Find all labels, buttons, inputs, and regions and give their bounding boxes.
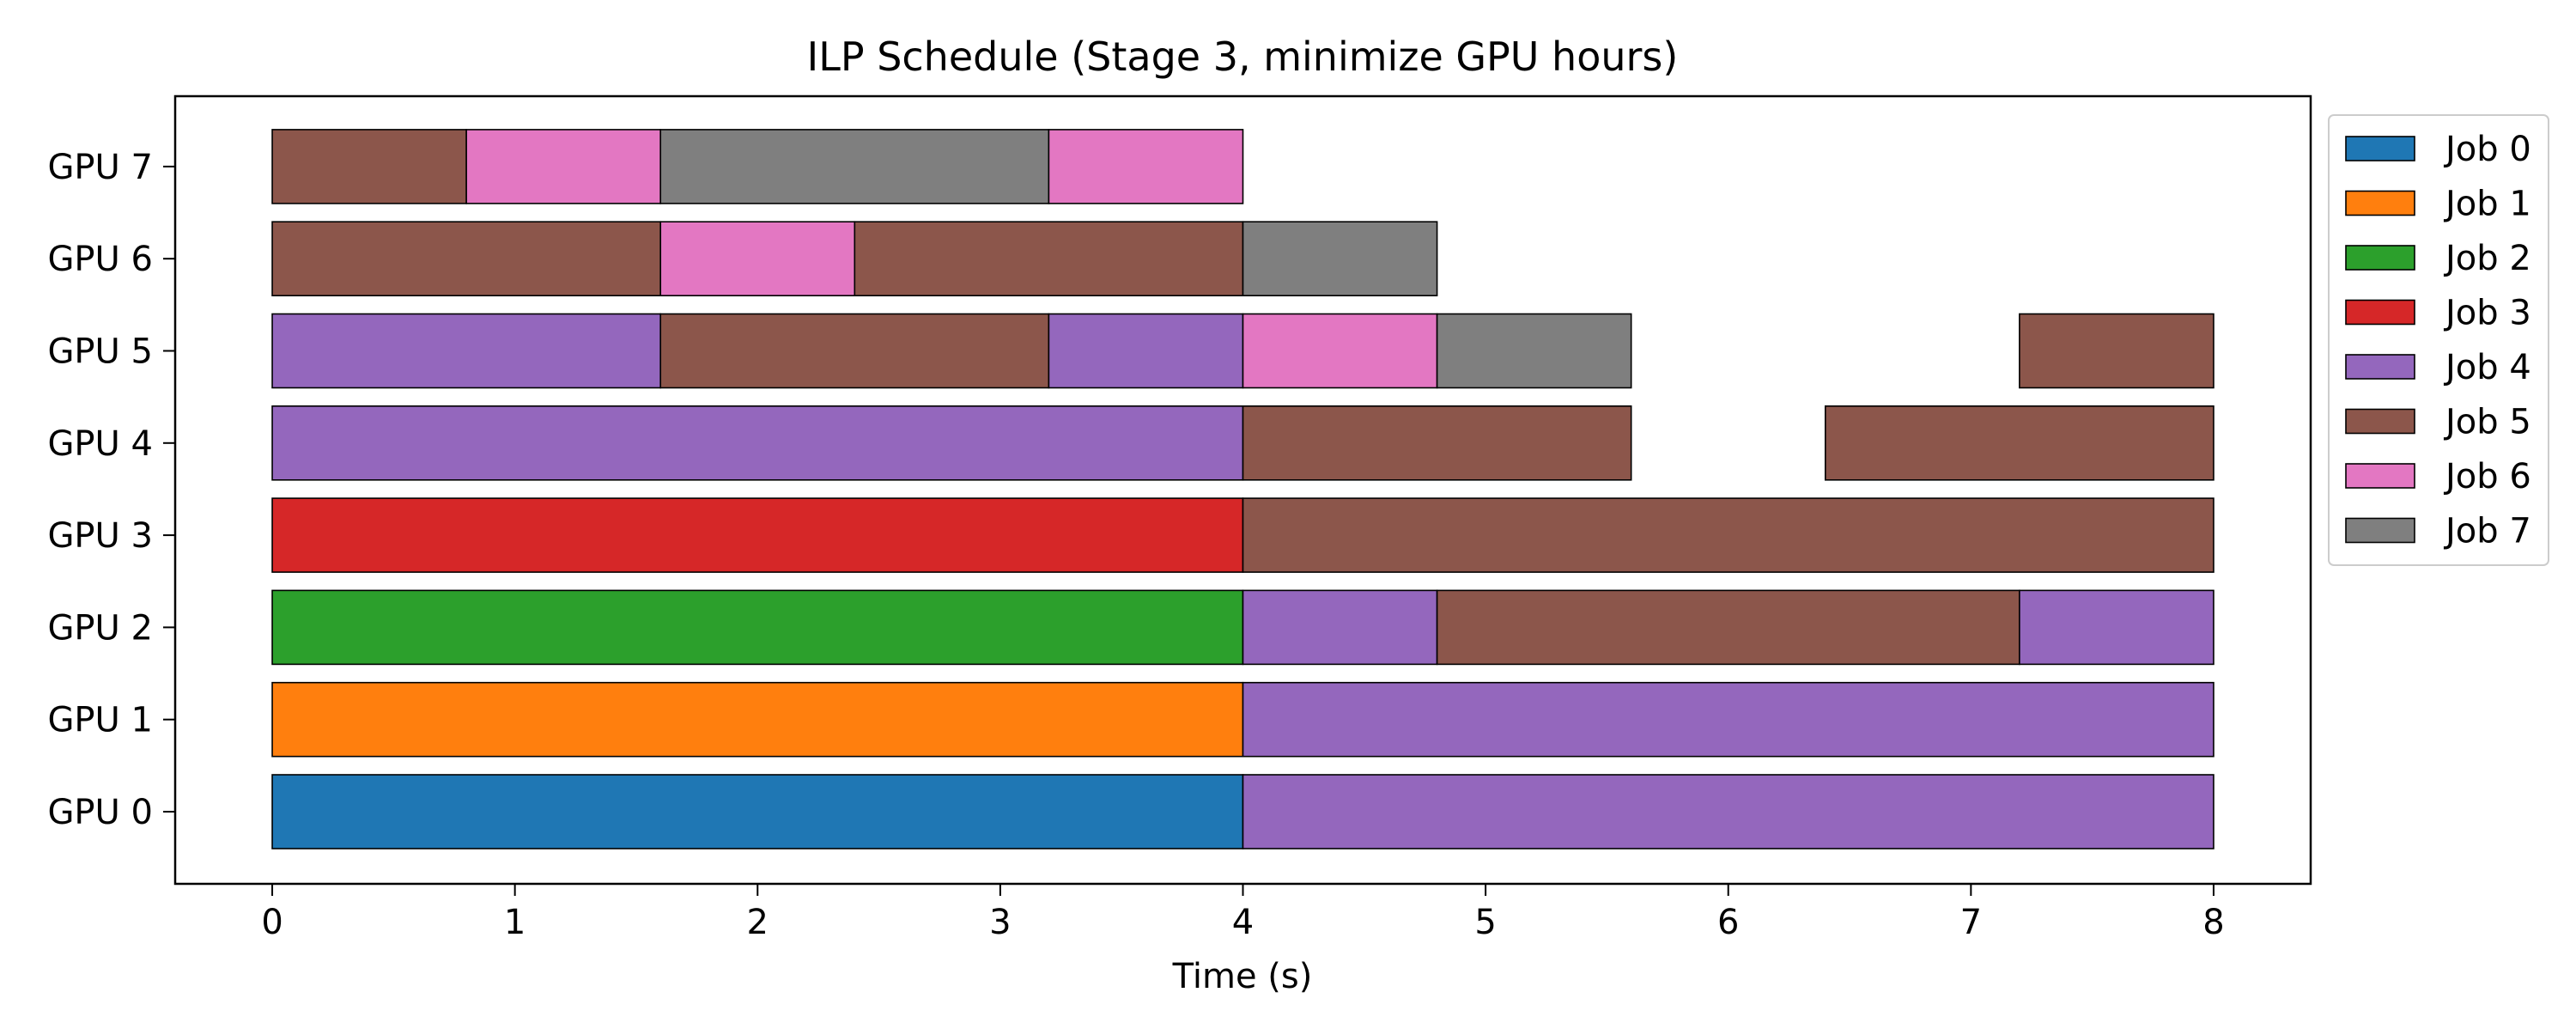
- x-axis: 0 1 2 3 4 5 6 7 8: [261, 884, 2225, 942]
- bar-gpu5-job6-16: [1242, 313, 1438, 389]
- legend-swatch-7: [2345, 517, 2415, 544]
- y-tick-label-4: GPU 4: [47, 424, 153, 464]
- y-tick-label-2: GPU 2: [47, 608, 153, 648]
- bar-gpu6-job7-22: [1242, 221, 1438, 297]
- x-tick-label-1: 1: [504, 903, 526, 942]
- bar-gpu3-job3-8: [271, 497, 1244, 573]
- legend-label-2: Job 2: [2443, 239, 2531, 278]
- x-tick-label-4: 4: [1232, 903, 1254, 942]
- bar-gpu6-job5-21: [854, 221, 1244, 297]
- legend-frame: [2328, 114, 2549, 566]
- legend: Job 0 Job 1 Job 2 Job 3 Job 4 Job 5 Job 6 Job 7: [2328, 114, 2549, 566]
- bar-gpu7-job7-25: [659, 129, 1050, 204]
- bar-gpu1-job1-2: [271, 681, 1244, 758]
- bar-gpu4-job4-10: [271, 405, 1244, 481]
- bar-gpu6-job5-19: [271, 221, 662, 297]
- bar-gpu1-job4-3: [1242, 681, 2215, 758]
- legend-swatch-3: [2345, 299, 2415, 326]
- legend-swatch-2: [2345, 245, 2415, 271]
- bar-gpu2-job4-5: [1242, 589, 1438, 666]
- legend-label-0: Job 0: [2443, 130, 2531, 169]
- legend-swatch-5: [2345, 408, 2415, 435]
- y-axis: GPU 0 GPU 1 GPU 2 GPU 3 GPU 4 GPU 5 GPU 6 GPU 7: [47, 148, 175, 832]
- legend-label-3: Job 3: [2443, 294, 2531, 333]
- y-tick-label-3: GPU 3: [47, 516, 153, 556]
- bar-gpu2-job4-7: [2019, 589, 2215, 666]
- bar-gpu7-job6-24: [465, 129, 662, 204]
- x-tick-label-7: 7: [1960, 903, 1982, 942]
- bar-gpu2-job2-4: [271, 589, 1244, 666]
- bar-gpu5-job4-15: [1048, 313, 1244, 389]
- legend-label-7: Job 7: [2443, 512, 2531, 551]
- x-tick-label-6: 6: [1717, 903, 1739, 942]
- legend-swatch-1: [2345, 190, 2415, 216]
- y-tick-label-1: GPU 1: [47, 701, 153, 740]
- bar-gpu5-job5-18: [2019, 313, 2215, 389]
- x-tick-label-5: 5: [1474, 903, 1496, 942]
- bars-layer: [271, 129, 2215, 849]
- bar-gpu3-job5-9: [1242, 497, 2215, 573]
- bar-gpu7-job5-23: [271, 129, 467, 204]
- legend-label-1: Job 1: [2443, 185, 2531, 224]
- bar-gpu7-job6-26: [1048, 129, 1244, 204]
- chart-title: ILP Schedule (Stage 3, minimize GPU hour…: [807, 33, 1679, 80]
- y-tick-label-0: GPU 0: [47, 793, 153, 832]
- y-tick-label-6: GPU 6: [47, 240, 153, 279]
- bar-gpu5-job5-14: [659, 313, 1050, 389]
- x-tick-label-8: 8: [2202, 903, 2224, 942]
- legend-swatch-0: [2345, 136, 2415, 161]
- plot-frame: [173, 94, 2312, 886]
- bar-gpu6-job6-20: [659, 221, 856, 297]
- legend-label-6: Job 6: [2443, 457, 2531, 496]
- x-tick-label-0: 0: [261, 903, 283, 942]
- x-axis-label: Time (s): [1172, 957, 1313, 996]
- bar-gpu5-job7-17: [1436, 313, 1632, 389]
- bar-gpu5-job4-13: [271, 313, 662, 389]
- y-tick-label-7: GPU 7: [47, 148, 153, 187]
- x-tick-label-3: 3: [989, 903, 1011, 942]
- bar-gpu2-job5-6: [1436, 589, 2020, 666]
- y-tick-label-5: GPU 5: [47, 332, 153, 372]
- bar-gpu0-job4-1: [1242, 774, 2215, 849]
- legend-swatch-4: [2345, 354, 2415, 380]
- x-tick-label-2: 2: [747, 903, 769, 942]
- bar-gpu4-job5-11: [1242, 405, 1632, 481]
- bar-gpu0-job0-0: [271, 774, 1244, 849]
- legend-swatch-6: [2345, 463, 2415, 489]
- legend-label-4: Job 4: [2443, 348, 2531, 387]
- bar-gpu4-job5-12: [1824, 405, 2215, 481]
- legend-label-5: Job 5: [2443, 403, 2531, 442]
